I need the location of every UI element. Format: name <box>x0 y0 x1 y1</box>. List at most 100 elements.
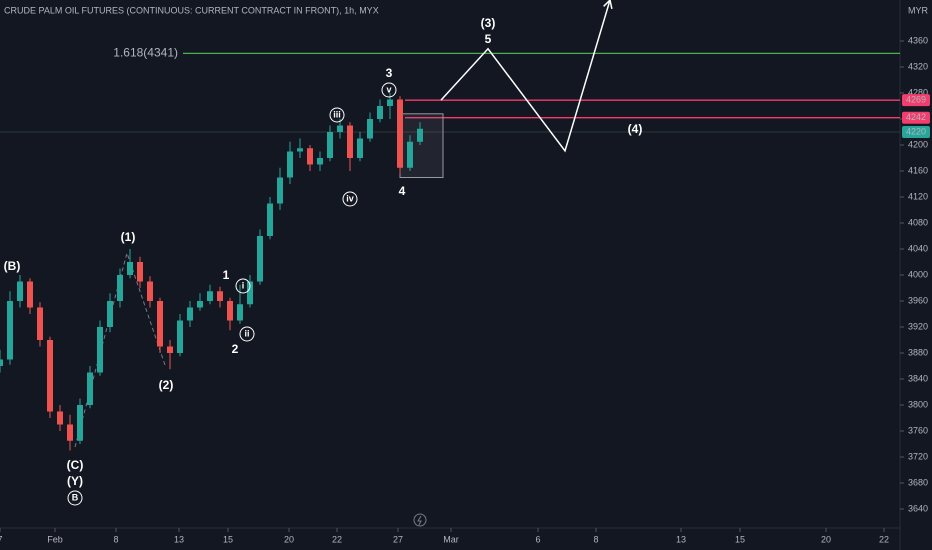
wave-label: 1 <box>223 268 230 282</box>
candle-body <box>247 281 253 305</box>
candle-body <box>37 307 43 340</box>
wave-label: 2 <box>232 342 239 356</box>
x-tick-label: 20 <box>821 534 831 544</box>
y-tick-label: 4360 <box>908 35 928 45</box>
y-tick-label: 3880 <box>908 347 928 357</box>
candle-body <box>357 138 363 158</box>
candle-body <box>197 301 203 308</box>
x-tick-label: 8 <box>113 534 118 544</box>
x-tick-label: 15 <box>223 534 233 544</box>
wave-label: iii <box>333 109 341 119</box>
y-tick-label: 3920 <box>908 321 928 331</box>
candle-body <box>87 372 93 405</box>
candle-body <box>177 320 183 353</box>
wave-circle <box>329 107 345 123</box>
wave-label: v <box>386 84 391 94</box>
x-tick-label: 20 <box>284 534 294 544</box>
y-tick-label: 4040 <box>908 243 928 253</box>
x-tick-label: 22 <box>332 534 342 544</box>
x-tick-label: 13 <box>174 534 184 544</box>
candle-body <box>17 281 23 301</box>
last-price-tag <box>902 126 930 138</box>
wave-circle <box>381 82 397 98</box>
wave-label: iv <box>346 193 354 203</box>
candle-body <box>367 119 373 139</box>
y-tick-label: 3960 <box>908 295 928 305</box>
price-tag <box>902 111 930 124</box>
candle-body <box>277 177 283 204</box>
candle-body <box>397 99 403 168</box>
lightning-icon[interactable] <box>413 513 427 527</box>
wave-circle <box>235 278 251 294</box>
x-tick-label: 15 <box>735 534 745 544</box>
y-tick-label: 3640 <box>908 503 928 513</box>
candle-body <box>347 125 353 158</box>
candle-body <box>147 281 153 301</box>
candle-body <box>287 151 293 178</box>
x-tick-label: 7 <box>0 534 3 544</box>
wave-label: 4 <box>399 184 406 198</box>
candle-body <box>117 275 123 301</box>
candle-body <box>387 99 393 106</box>
y-tick-label: 4120 <box>908 191 928 201</box>
wave-label: (2) <box>159 378 174 392</box>
x-tick-label: 27 <box>393 534 403 544</box>
candle-body <box>107 301 113 327</box>
y-tick-label: 4080 <box>908 217 928 227</box>
x-tick-label: 6 <box>535 534 540 544</box>
x-tick-label: 13 <box>676 534 686 544</box>
candle-body <box>167 346 173 353</box>
candle-body <box>297 148 303 152</box>
wave-label: B <box>72 492 79 502</box>
wave-label: ii <box>244 328 249 338</box>
candle-body <box>137 262 143 282</box>
candle-body <box>57 411 63 425</box>
candle-body <box>0 359 3 366</box>
candle-body <box>237 304 243 321</box>
y-tick-label: 4320 <box>908 61 928 71</box>
y-tick-label: 4000 <box>908 269 928 279</box>
candle-body <box>337 125 343 132</box>
candle-body <box>407 141 413 168</box>
x-tick-label: Feb <box>47 534 63 544</box>
candle-body <box>217 291 223 301</box>
y-tick-label: 3720 <box>908 451 928 461</box>
candle-body <box>327 132 333 158</box>
candle-body <box>187 307 193 321</box>
candle-body <box>7 301 13 360</box>
y-tick-label: 4200 <box>908 139 928 149</box>
wave-label: (3) <box>481 16 496 30</box>
candle-body <box>67 424 73 441</box>
projection-path <box>440 0 611 153</box>
y-tick-label: 4280 <box>908 87 928 97</box>
wave-label: (4) <box>628 122 643 136</box>
candle-body <box>27 281 33 308</box>
candle-body <box>207 291 213 301</box>
icon-bolt <box>417 515 422 526</box>
candle-body <box>227 301 233 321</box>
candle-body <box>127 262 133 275</box>
y-tick-label: 3800 <box>908 399 928 409</box>
range-box <box>399 113 444 179</box>
chart-title: CRUDE PALM OIL FUTURES (CONTINUOUS: CURR… <box>4 5 379 15</box>
y-tick-label: 3680 <box>908 477 928 487</box>
candle-body <box>307 148 313 165</box>
candle-body <box>317 158 323 165</box>
candle-body <box>267 203 273 236</box>
wave-label: (Y) <box>67 474 83 488</box>
wave-label: i <box>242 280 245 290</box>
price-tag-label: 4269 <box>906 95 926 105</box>
y-tick-label: 3840 <box>908 373 928 383</box>
x-tick-label: 8 <box>593 534 598 544</box>
candle-body <box>257 236 263 282</box>
y-tick-label: 3760 <box>908 425 928 435</box>
x-tick-label: Mar <box>443 534 459 544</box>
candle-body <box>157 301 163 347</box>
y-tick-label: 4160 <box>908 165 928 175</box>
candle-body <box>77 405 83 441</box>
wave-circle <box>67 490 83 506</box>
wave-label: (1) <box>121 230 136 244</box>
wave-label: (B) <box>4 259 21 273</box>
price-tag <box>902 94 930 107</box>
